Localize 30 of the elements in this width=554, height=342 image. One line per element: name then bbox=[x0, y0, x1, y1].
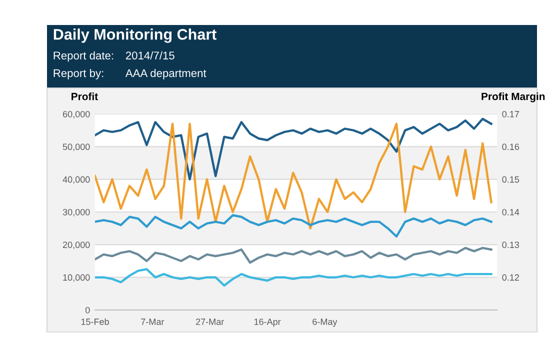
line-series bbox=[95, 214, 492, 238]
y-tick-label: 20,000 bbox=[62, 242, 90, 250]
text: Report date: bbox=[54, 51, 114, 62]
y-tick-label: 50,000 bbox=[62, 144, 90, 152]
y2-axis-title: Profit Margin bbox=[482, 92, 545, 102]
y-tick-label: 60,000 bbox=[62, 110, 90, 118]
x-tick-label: 6-May bbox=[312, 318, 338, 327]
y-tick-label: 30,000 bbox=[62, 208, 90, 216]
y2-tick-label: 0.12 bbox=[502, 274, 519, 281]
x-tick-label: 15-Feb bbox=[81, 318, 109, 325]
line-series bbox=[95, 122, 492, 230]
y-tick-label: 10,000 bbox=[63, 274, 90, 282]
line-series bbox=[95, 268, 492, 287]
y2-tick-label: 0.15 bbox=[502, 176, 520, 183]
x-tick-label: 16-Apr bbox=[254, 318, 281, 327]
y2-tick-label: 0.17 bbox=[502, 110, 519, 118]
y2-tick-label: 0.16 bbox=[502, 144, 520, 150]
y-axis-title: Profit bbox=[72, 92, 98, 100]
chart-title: Daily Monitoring Chart bbox=[54, 28, 217, 43]
y-tick-label: 0 bbox=[85, 306, 90, 314]
y2-tick-label: 0.14 bbox=[502, 208, 520, 216]
x-tick-label: 27-Mar bbox=[196, 318, 224, 325]
y-tick-label: 40,000 bbox=[62, 176, 90, 184]
line-series bbox=[95, 246, 492, 264]
x-tick-label: 7-Mar bbox=[141, 318, 164, 325]
text: AAA department bbox=[125, 68, 206, 80]
line-series bbox=[95, 118, 492, 180]
text: Report by: bbox=[54, 68, 104, 80]
y2-tick-label: 0.13 bbox=[502, 242, 520, 248]
text: 2014/7/15 bbox=[126, 51, 174, 60]
